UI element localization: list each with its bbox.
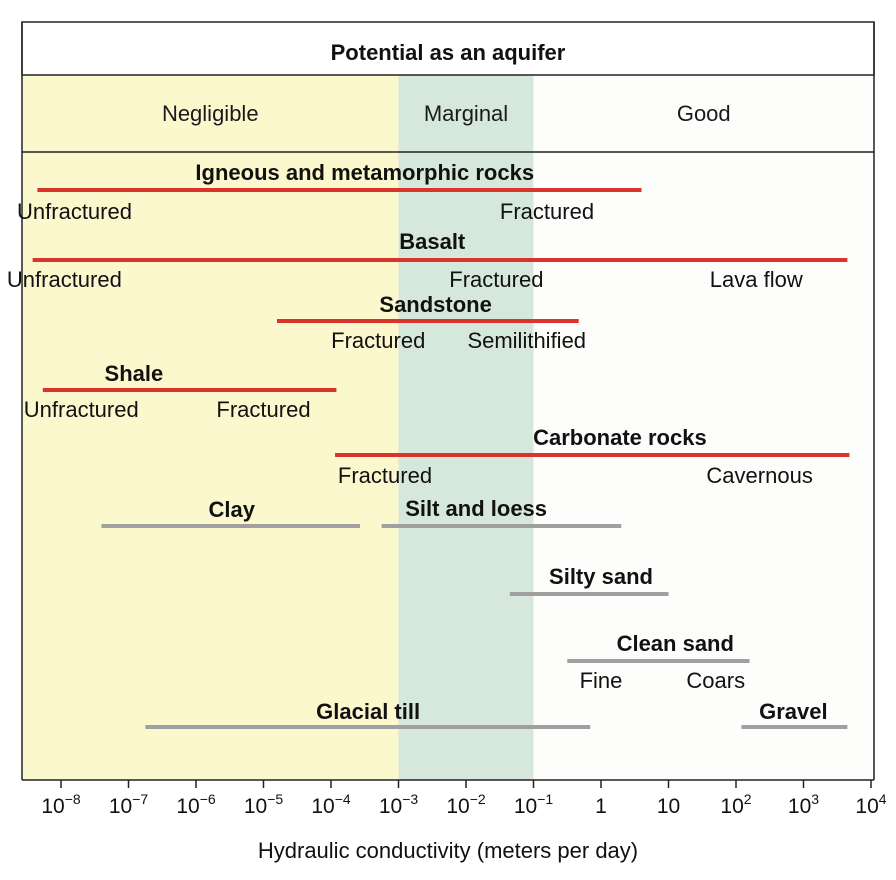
- sublabel-sandstone-semilithified: Semilithified: [467, 328, 586, 353]
- x-tick-label: 10−6: [176, 791, 216, 818]
- material-name-gravel: Gravel: [759, 699, 828, 724]
- material-name-sandstone: Sandstone: [379, 292, 491, 317]
- material-name-clay: Clay: [209, 497, 256, 522]
- material-clay: Clay: [101, 497, 361, 528]
- x-tick-label: 10−8: [41, 791, 81, 818]
- zone-negligible: [22, 75, 399, 780]
- sublabel-basalt-fractured: Fractured: [449, 267, 543, 292]
- material-shale: Shale Unfractured Fractured: [24, 361, 337, 422]
- sublabel-basalt-unfractured: Unfractured: [7, 267, 122, 292]
- material-name-clean-sand: Clean sand: [617, 631, 734, 656]
- sublabel-basalt-lava-flow: Lava flow: [710, 267, 803, 292]
- x-tick-label: 104: [855, 791, 886, 818]
- material-carbonate-rocks: Carbonate rocks Fractured Cavernous: [335, 425, 850, 488]
- x-tick-label: 10−2: [446, 791, 486, 818]
- sublabel-shale-unfractured: Unfractured: [24, 397, 139, 422]
- sublabel-clean-sand-coars: Coars: [686, 668, 745, 693]
- material-gravel: Gravel: [741, 699, 848, 729]
- material-silt-and-loess: Silt and loess: [381, 496, 622, 528]
- x-tick-label: 102: [720, 791, 751, 818]
- chart-header: Potential as an aquifer: [331, 40, 566, 65]
- material-name-shale: Shale: [105, 361, 164, 386]
- material-igneous-and-metamorphic-rocks: Igneous and metamorphic rocks Unfractured…: [17, 160, 642, 224]
- sublabel-sandstone-fractured: Fractured: [331, 328, 425, 353]
- material-glacial-till: Glacial till: [145, 699, 591, 729]
- material-name-silty-sand: Silty sand: [549, 564, 653, 589]
- sublabel-igneous-and-metamorphic-rocks-unfractured: Unfractured: [17, 199, 132, 224]
- material-name-silt-and-loess: Silt and loess: [405, 496, 547, 521]
- x-tick-label: 10−3: [379, 791, 419, 818]
- x-tick-label: 10: [657, 795, 680, 818]
- x-tick-label: 1: [595, 795, 607, 818]
- sublabel-igneous-and-metamorphic-rocks-fractured: Fractured: [500, 199, 594, 224]
- sublabel-carbonate-rocks-fractured: Fractured: [338, 463, 432, 488]
- material-name-igneous-and-metamorphic-rocks: Igneous and metamorphic rocks: [195, 160, 534, 185]
- material-clean-sand: Clean sand Fine Coars: [567, 631, 750, 693]
- x-tick-label: 10−1: [514, 791, 554, 818]
- material-sandstone: Sandstone Fractured Semilithified: [277, 292, 586, 353]
- material-name-carbonate-rocks: Carbonate rocks: [533, 425, 707, 450]
- material-silty-sand: Silty sand: [509, 564, 669, 596]
- zone-label-negligible: Negligible: [162, 101, 259, 126]
- zone-label-marginal: Marginal: [424, 101, 508, 126]
- material-name-glacial-till: Glacial till: [316, 699, 420, 724]
- x-tick-label: 10−7: [109, 791, 149, 818]
- sublabel-shale-fractured: Fractured: [216, 397, 310, 422]
- x-axis-label: Hydraulic conductivity (meters per day): [258, 838, 638, 863]
- material-basalt: Basalt Unfractured Fractured Lava flow: [7, 229, 848, 292]
- sublabel-carbonate-rocks-cavernous: Cavernous: [706, 463, 812, 488]
- sublabel-clean-sand-fine: Fine: [580, 668, 623, 693]
- zone-label-good: Good: [677, 101, 731, 126]
- material-name-basalt: Basalt: [399, 229, 466, 254]
- x-tick-label: 103: [788, 791, 819, 818]
- x-tick-label: 10−4: [311, 791, 351, 818]
- x-tick-label: 10−5: [244, 791, 284, 818]
- zone-marginal: [398, 75, 534, 780]
